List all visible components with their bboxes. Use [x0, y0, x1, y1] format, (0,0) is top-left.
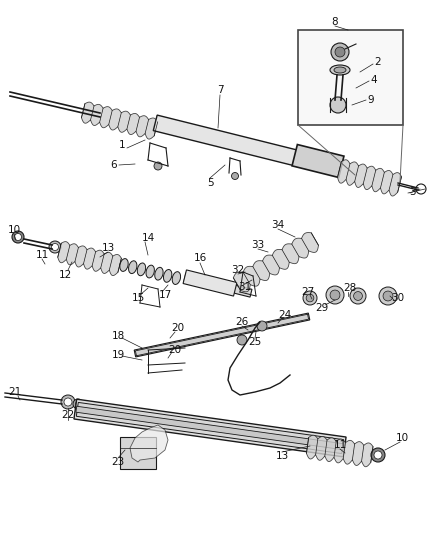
Text: 12: 12	[58, 270, 72, 280]
Polygon shape	[81, 102, 158, 139]
Text: 10: 10	[7, 225, 21, 235]
Text: 3: 3	[409, 187, 415, 197]
Circle shape	[73, 399, 83, 409]
Text: 25: 25	[248, 337, 261, 347]
Text: 6: 6	[111, 160, 117, 170]
Text: 13: 13	[276, 451, 289, 461]
Text: 4: 4	[371, 75, 377, 85]
Text: 21: 21	[8, 387, 21, 397]
Text: 5: 5	[207, 178, 213, 188]
Text: 29: 29	[315, 303, 328, 313]
Polygon shape	[74, 399, 346, 457]
Text: 23: 23	[111, 457, 125, 467]
Circle shape	[374, 451, 382, 459]
Text: 28: 28	[343, 283, 357, 293]
Circle shape	[303, 291, 317, 305]
Circle shape	[335, 47, 345, 57]
Polygon shape	[153, 115, 303, 167]
Text: 14: 14	[141, 233, 155, 243]
Text: 17: 17	[159, 290, 172, 300]
Polygon shape	[307, 435, 373, 467]
Text: 16: 16	[193, 253, 207, 263]
Circle shape	[75, 401, 81, 407]
Text: 11: 11	[333, 440, 346, 450]
Ellipse shape	[334, 67, 346, 73]
Text: 32: 32	[231, 265, 245, 275]
Polygon shape	[76, 406, 344, 450]
Text: 10: 10	[396, 433, 409, 443]
Circle shape	[379, 287, 397, 305]
Text: 11: 11	[35, 250, 49, 260]
Bar	[120, 437, 156, 469]
Ellipse shape	[120, 259, 128, 271]
Text: 26: 26	[235, 317, 249, 327]
Circle shape	[330, 290, 340, 300]
Polygon shape	[233, 232, 318, 292]
Bar	[298, 30, 403, 125]
Circle shape	[326, 286, 344, 304]
Text: 9: 9	[367, 95, 374, 105]
Circle shape	[49, 241, 61, 253]
Text: 31: 31	[238, 282, 251, 292]
Text: 7: 7	[217, 85, 223, 95]
Polygon shape	[76, 402, 344, 454]
Circle shape	[12, 231, 24, 243]
Polygon shape	[183, 270, 237, 296]
Text: 30: 30	[392, 293, 405, 303]
Text: 18: 18	[111, 331, 125, 341]
Polygon shape	[135, 314, 309, 356]
Polygon shape	[134, 313, 310, 357]
Text: 27: 27	[301, 287, 314, 297]
Circle shape	[306, 294, 314, 302]
Text: 20: 20	[171, 323, 184, 333]
Circle shape	[383, 291, 393, 301]
Text: 24: 24	[279, 310, 292, 320]
Ellipse shape	[137, 263, 146, 276]
Circle shape	[330, 97, 346, 113]
Text: 8: 8	[332, 17, 338, 27]
Polygon shape	[184, 273, 252, 297]
Circle shape	[14, 233, 21, 240]
Circle shape	[52, 244, 59, 251]
Text: 19: 19	[111, 350, 125, 360]
Text: 20: 20	[169, 345, 182, 355]
Polygon shape	[130, 425, 168, 462]
Circle shape	[353, 292, 362, 301]
Circle shape	[154, 162, 162, 170]
Text: 1: 1	[119, 140, 125, 150]
Circle shape	[331, 43, 349, 61]
Circle shape	[257, 321, 267, 331]
Ellipse shape	[155, 268, 163, 280]
Text: 22: 22	[61, 410, 74, 420]
Polygon shape	[58, 241, 121, 276]
Text: 34: 34	[272, 220, 285, 230]
Ellipse shape	[163, 270, 172, 282]
Text: 33: 33	[251, 240, 265, 250]
Polygon shape	[338, 160, 402, 196]
Circle shape	[232, 173, 239, 180]
Circle shape	[350, 288, 366, 304]
Text: 2: 2	[374, 57, 381, 67]
Text: 13: 13	[101, 243, 115, 253]
Circle shape	[64, 398, 72, 406]
Circle shape	[61, 395, 75, 409]
Text: 15: 15	[131, 293, 145, 303]
Ellipse shape	[128, 261, 137, 273]
Circle shape	[371, 448, 385, 462]
Ellipse shape	[146, 265, 154, 278]
Ellipse shape	[330, 65, 350, 75]
Polygon shape	[292, 144, 344, 177]
Ellipse shape	[172, 272, 180, 285]
Circle shape	[237, 335, 247, 345]
